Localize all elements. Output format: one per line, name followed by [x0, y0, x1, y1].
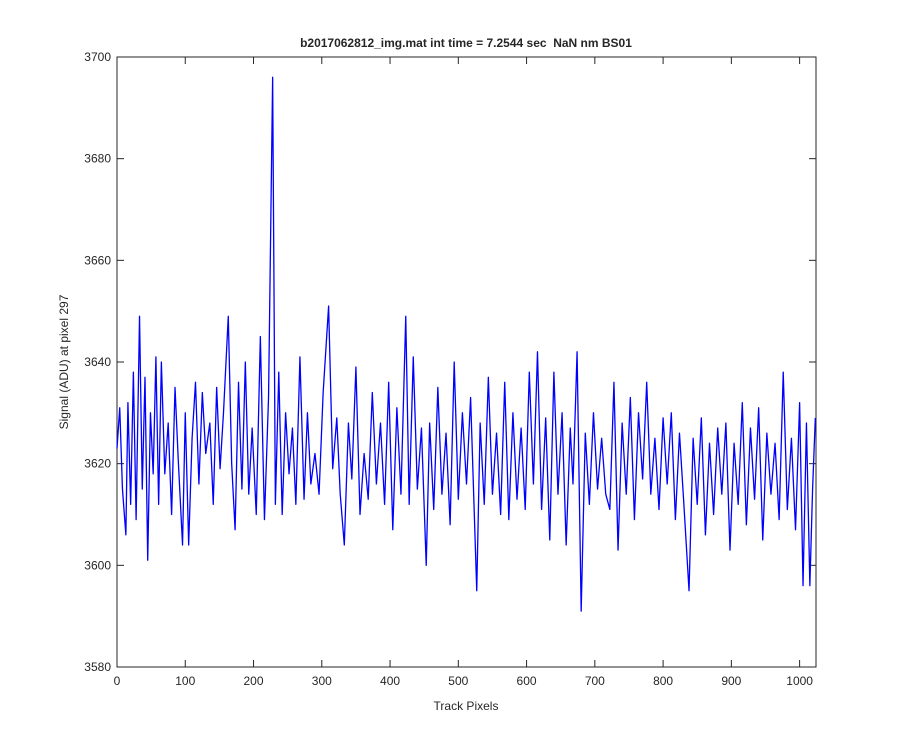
- y-tick-label: 3580: [84, 660, 111, 674]
- y-axis-label: Signal (ADU) at pixel 297: [57, 294, 71, 429]
- y-tick-label: 3660: [84, 253, 111, 267]
- x-tick-label: 400: [380, 674, 400, 688]
- x-tick-label: 900: [721, 674, 741, 688]
- x-tick-label: 600: [517, 674, 537, 688]
- plot-area: [116, 56, 817, 668]
- x-tick-label: 300: [312, 674, 332, 688]
- x-tick-label: 700: [585, 674, 605, 688]
- x-tick-label: 800: [653, 674, 673, 688]
- x-tick-label: 1000: [786, 674, 813, 688]
- x-tick-label: 200: [244, 674, 264, 688]
- y-tick-label: 3640: [84, 355, 111, 369]
- y-tick-label: 3620: [84, 457, 111, 471]
- chart-title: b2017062812_img.mat int time = 7.2544 se…: [300, 36, 632, 50]
- x-axis-label: Track Pixels: [434, 699, 499, 713]
- y-tick-label: 3600: [84, 558, 111, 572]
- x-tick-label: 0: [114, 674, 121, 688]
- y-tick-label: 3680: [84, 152, 111, 166]
- x-tick-label: 500: [448, 674, 468, 688]
- y-tick-label: 3700: [84, 50, 111, 64]
- data-line: [116, 76, 816, 612]
- x-tick-label: 100: [175, 674, 195, 688]
